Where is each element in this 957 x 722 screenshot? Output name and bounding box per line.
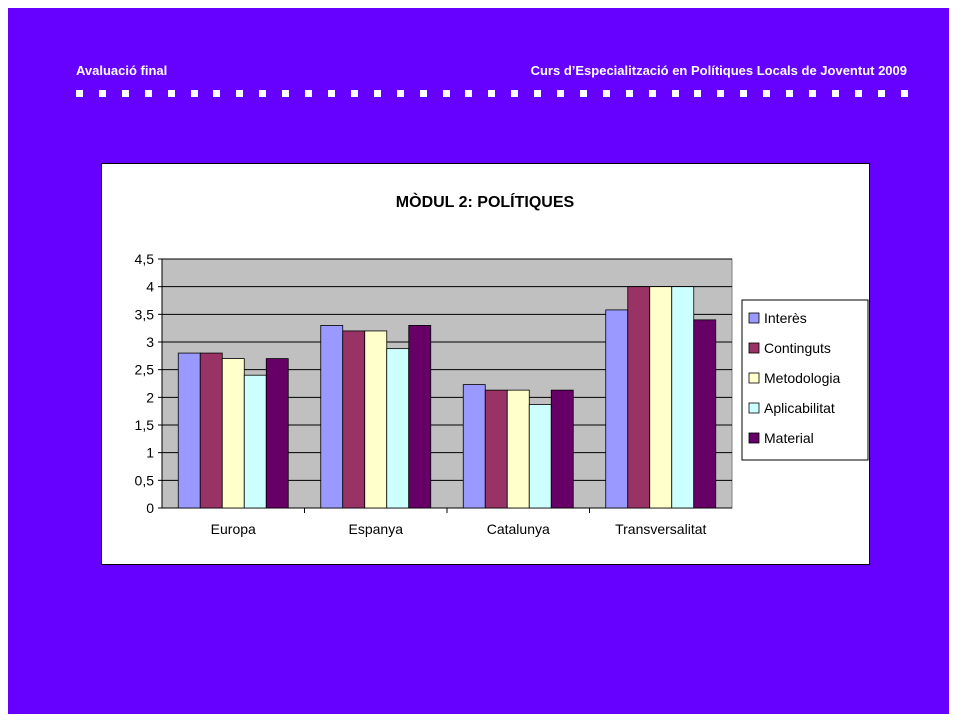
y-tick-label: 4,5	[135, 251, 155, 267]
bar	[506, 389, 530, 509]
bar	[342, 330, 366, 509]
bar	[484, 389, 508, 509]
divider-dot	[305, 90, 313, 97]
y-tick-label: 2	[146, 389, 154, 405]
y-tick-label: 3	[146, 334, 154, 350]
y-tick-label: 0	[146, 500, 154, 516]
x-tick-label: Catalunya	[487, 521, 550, 537]
bar	[671, 286, 695, 509]
divider-dot	[465, 90, 473, 97]
bar	[649, 286, 673, 509]
divider-dot	[98, 90, 106, 97]
divider-dot	[442, 90, 450, 97]
divider-dot	[534, 90, 542, 97]
legend-label: Aplicabilitat	[764, 400, 835, 416]
divider-dot	[740, 90, 748, 97]
chart-container: MÒDUL 2: POLÍTIQUES 0 0,5 1 1,5 2 2,5 3 3,5 4 4,5 E…	[101, 163, 870, 565]
bar	[243, 374, 267, 509]
legend-label: Material	[764, 430, 814, 446]
header-right-title: Curs d’Especialització en Polítiques Loc…	[530, 63, 907, 78]
legend	[741, 299, 869, 461]
legend-swatch	[748, 372, 760, 384]
divider-dot	[511, 90, 519, 97]
bar	[627, 286, 651, 509]
divider-dot	[236, 90, 244, 97]
header-left-title: Avaluació final	[76, 63, 168, 78]
divider-dot	[282, 90, 290, 97]
bar	[386, 348, 410, 509]
divider-dot	[854, 90, 862, 97]
bar	[550, 389, 574, 509]
y-tick-label: 1	[146, 445, 154, 461]
x-tick-label: Espanya	[349, 521, 404, 537]
divider-dot	[144, 90, 152, 97]
legend-label: Interès	[764, 310, 807, 326]
divider-dot	[763, 90, 771, 97]
divider-dot	[190, 90, 198, 97]
y-tick-label: 3,5	[135, 306, 155, 322]
bar	[462, 384, 486, 509]
divider-dot	[786, 90, 794, 97]
x-tick-label: Transversalitat	[615, 521, 706, 537]
divider-dot	[167, 90, 175, 97]
divider-dot	[809, 90, 816, 97]
divider-dot	[602, 90, 610, 97]
divider-dot	[76, 90, 83, 97]
legend-label: Metodologia	[764, 370, 840, 386]
bar-chart: MÒDUL 2: POLÍTIQUES 0 0,5 1 1,5 2 2,5 3 3,5 4 4,5 E…	[135, 192, 869, 537]
divider-dot	[877, 90, 885, 97]
bar	[693, 319, 717, 509]
chart-title: MÒDUL 2: POLÍTIQUES	[396, 192, 575, 211]
bar	[265, 358, 289, 509]
divider-dot	[671, 90, 679, 97]
y-tick-label: 4	[146, 279, 154, 295]
divider-dot	[419, 90, 427, 97]
bar	[177, 352, 201, 509]
y-tick-label: 1,5	[135, 417, 155, 433]
divider-dot	[557, 90, 565, 97]
legend-swatch	[748, 402, 760, 414]
x-tick-label: Europa	[211, 521, 256, 537]
bar	[408, 324, 432, 509]
bar	[528, 404, 552, 509]
legend-swatch	[748, 342, 760, 354]
divider-dot	[396, 90, 404, 97]
divider-dot	[694, 90, 702, 97]
bar	[320, 324, 344, 509]
divider-dot	[900, 90, 908, 97]
divider-dot	[488, 90, 496, 97]
legend-swatch	[748, 312, 760, 324]
bar	[199, 352, 223, 509]
bar	[364, 330, 388, 509]
legend-label: Continguts	[764, 340, 831, 356]
divider-dot	[831, 90, 839, 97]
y-tick-label: 0,5	[135, 472, 155, 488]
bar	[221, 358, 245, 509]
divider-dot	[327, 90, 335, 97]
divider-dot	[350, 90, 358, 97]
divider-dot	[121, 90, 129, 97]
divider-dot	[579, 90, 587, 97]
divider-dot	[213, 90, 221, 97]
divider-dot	[259, 90, 267, 97]
divider-dot	[648, 90, 656, 97]
bar	[605, 309, 629, 509]
divider-dot	[373, 90, 381, 97]
divider-dot	[625, 90, 633, 97]
y-tick-label: 2,5	[135, 362, 155, 378]
dotted-divider	[76, 90, 908, 97]
legend-swatch	[748, 432, 760, 444]
divider-dot	[717, 90, 725, 97]
